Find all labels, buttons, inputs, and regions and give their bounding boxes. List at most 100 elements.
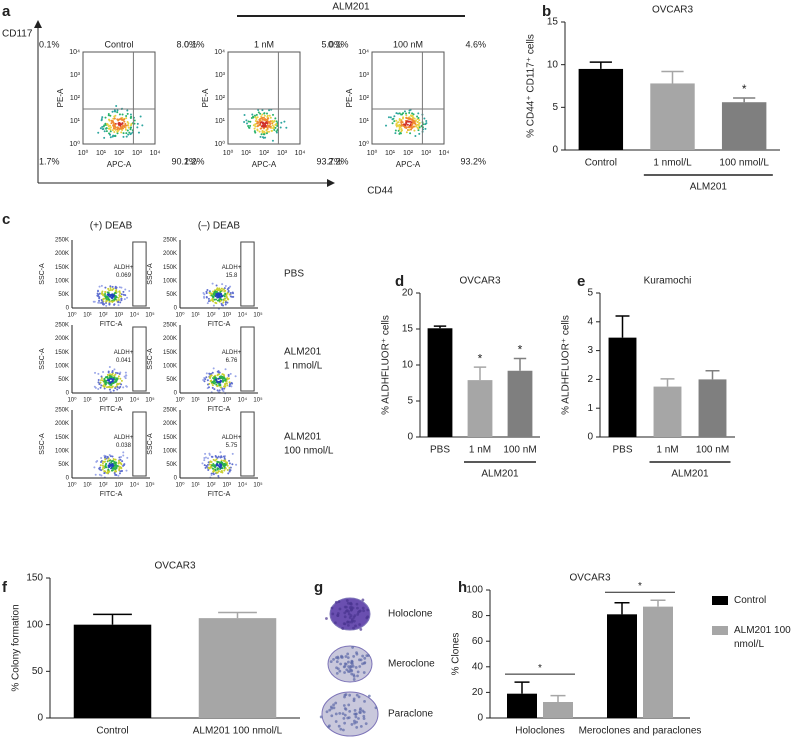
cytometry-event xyxy=(268,114,271,117)
cytometry-event xyxy=(424,127,427,130)
cytometry-event xyxy=(121,460,124,463)
cytometry-event xyxy=(102,125,105,128)
gate-value: 5.75 xyxy=(226,443,238,449)
cell xyxy=(344,655,348,658)
cell xyxy=(352,654,356,658)
cytometry-event xyxy=(113,298,116,301)
cytometry-event xyxy=(116,118,119,121)
cytometry-event xyxy=(110,381,113,384)
gate-label: ALDH+ xyxy=(222,265,242,271)
cytometry-event xyxy=(126,456,129,459)
plot-y-label: SSC-A xyxy=(39,348,46,370)
error-bar xyxy=(433,325,447,329)
plot-tick: 10² xyxy=(207,313,216,319)
cell xyxy=(344,707,348,711)
cytometry-event xyxy=(231,463,234,466)
row-label: ALM201 xyxy=(284,432,322,443)
cytometry-event xyxy=(270,126,273,129)
cell xyxy=(362,717,366,721)
y-tick-label: 100 xyxy=(26,619,43,630)
cytometry-event xyxy=(225,461,228,464)
cell xyxy=(339,662,343,666)
cytometry-event xyxy=(213,464,216,467)
cytometry-event xyxy=(258,130,261,133)
cell xyxy=(367,694,371,698)
cytometry-event xyxy=(227,290,230,293)
cytometry-event xyxy=(116,372,119,375)
cytometry-event xyxy=(221,377,224,380)
plot-tick: 250K xyxy=(55,238,69,244)
cytometry-event xyxy=(398,112,401,115)
cytometry-event xyxy=(104,464,107,467)
plot-tick: 0 xyxy=(174,306,178,312)
cytometry-event xyxy=(114,134,117,137)
cytometry-event xyxy=(393,120,396,123)
cytometry-event xyxy=(411,123,414,126)
plot-tick: 10⁰ xyxy=(223,149,234,157)
plot-tick: 150K xyxy=(163,435,177,441)
cytometry-event xyxy=(214,469,217,472)
cytometry-event xyxy=(417,112,420,115)
cytometry-event xyxy=(103,456,106,459)
cytometry-event xyxy=(218,287,221,290)
cytometry-event xyxy=(101,379,104,382)
cytometry-event xyxy=(109,130,112,133)
cell xyxy=(328,708,332,712)
plot-tick: 10⁴ xyxy=(214,49,225,56)
panel-letter: a xyxy=(2,3,11,20)
bar xyxy=(507,370,533,437)
cytometry-event xyxy=(227,373,230,376)
plot-tick: 0 xyxy=(66,306,70,312)
cytometry-event xyxy=(122,386,125,389)
chart-title: OVCAR3 xyxy=(459,276,501,287)
gate xyxy=(240,326,255,392)
cell xyxy=(336,614,340,618)
cytometry-event xyxy=(104,295,107,298)
cytometry-event xyxy=(210,372,213,375)
plot-tick: 0 xyxy=(174,476,178,482)
gate-value: 15.8 xyxy=(226,273,238,279)
cytometry-event xyxy=(261,116,264,119)
bar xyxy=(427,328,453,437)
flow-plot xyxy=(201,411,255,479)
cytometry-event xyxy=(230,385,233,388)
cytometry-event xyxy=(121,113,124,116)
cytometry-event xyxy=(216,385,219,388)
plot-tick: 10³ xyxy=(222,398,231,404)
cytometry-event xyxy=(205,290,208,293)
cell xyxy=(341,627,345,630)
error-bar xyxy=(650,599,666,607)
cytometry-event xyxy=(219,379,222,382)
cell xyxy=(358,658,361,662)
cytometry-event xyxy=(207,466,210,469)
plot-tick: 10⁴ xyxy=(238,312,248,319)
cytometry-event xyxy=(120,455,123,458)
cytometry-event xyxy=(212,300,215,303)
cytometry-event xyxy=(209,299,212,302)
cytometry-event xyxy=(124,371,127,374)
cytometry-event xyxy=(216,294,219,297)
error-bar xyxy=(589,61,612,69)
plot-tick: 100K xyxy=(55,363,69,369)
legend-label: Control xyxy=(734,595,767,606)
cytometry-event xyxy=(203,459,206,462)
cytometry-event xyxy=(111,385,114,388)
cytometry-event xyxy=(223,287,226,290)
cytometry-event xyxy=(211,384,214,387)
y-tick-label: 0 xyxy=(587,432,593,443)
cytometry-event xyxy=(101,303,104,306)
cytometry-event xyxy=(204,456,207,459)
plot-tick: 100K xyxy=(55,278,69,284)
cytometry-event xyxy=(223,460,226,463)
row-label: ALM201 xyxy=(284,347,322,358)
plot-tick: 250K xyxy=(55,408,69,414)
quadrant-pct: 90.2% xyxy=(171,156,197,166)
cytometry-event xyxy=(107,113,110,116)
cell xyxy=(338,607,342,611)
cytometry-event xyxy=(224,293,227,296)
cell xyxy=(332,657,335,661)
cell xyxy=(357,717,360,720)
cytometry-event xyxy=(211,386,214,389)
cytometry-event xyxy=(226,292,229,295)
y-tick-label: 10 xyxy=(402,360,414,371)
